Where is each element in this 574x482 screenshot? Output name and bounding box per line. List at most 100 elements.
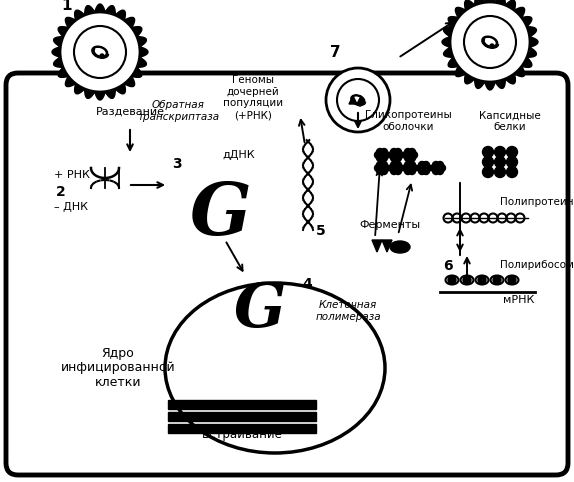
Text: 7: 7 <box>329 45 340 60</box>
Circle shape <box>451 3 529 81</box>
Circle shape <box>410 164 417 172</box>
Circle shape <box>409 161 416 169</box>
Circle shape <box>422 168 429 174</box>
Text: 4: 4 <box>302 277 312 291</box>
Circle shape <box>494 147 506 158</box>
Text: Раздевание: Раздевание <box>95 107 165 117</box>
Circle shape <box>494 166 506 177</box>
Circle shape <box>493 276 501 284</box>
Polygon shape <box>52 4 148 100</box>
Text: 3: 3 <box>172 157 181 171</box>
Circle shape <box>494 157 506 168</box>
Circle shape <box>409 148 416 156</box>
Circle shape <box>506 157 518 168</box>
Circle shape <box>394 168 401 174</box>
Text: Гликопротеины
оболочки: Гликопротеины оболочки <box>364 110 451 132</box>
Circle shape <box>374 151 382 159</box>
Text: Ядро
инфицированной
клетки: Ядро инфицированной клетки <box>61 347 175 389</box>
Circle shape <box>381 161 387 169</box>
Circle shape <box>390 168 398 174</box>
Circle shape <box>378 151 386 159</box>
Text: 1: 1 <box>62 0 72 13</box>
Circle shape <box>389 151 395 159</box>
Circle shape <box>397 164 404 172</box>
Polygon shape <box>382 240 392 252</box>
Text: – ДНК: – ДНК <box>54 202 88 212</box>
Text: Ферменты: Ферменты <box>359 220 421 230</box>
Circle shape <box>439 164 445 172</box>
Circle shape <box>436 161 444 169</box>
Circle shape <box>478 276 486 284</box>
Polygon shape <box>357 96 365 104</box>
Circle shape <box>405 155 412 161</box>
Circle shape <box>377 168 383 174</box>
Circle shape <box>490 44 494 48</box>
Circle shape <box>448 276 456 284</box>
Circle shape <box>406 164 413 172</box>
Circle shape <box>435 164 441 172</box>
Circle shape <box>483 166 494 177</box>
Circle shape <box>390 148 398 156</box>
FancyBboxPatch shape <box>6 73 568 475</box>
Text: 6: 6 <box>443 259 453 273</box>
Bar <box>168 400 316 409</box>
Polygon shape <box>349 96 357 104</box>
Circle shape <box>409 168 416 174</box>
Circle shape <box>394 155 401 161</box>
Circle shape <box>410 151 417 159</box>
Text: Полирибосома: Полирибосома <box>500 260 574 270</box>
Circle shape <box>483 157 494 168</box>
Circle shape <box>382 151 390 159</box>
Text: + РНК: + РНК <box>54 170 90 180</box>
Circle shape <box>378 164 386 172</box>
Circle shape <box>390 155 398 161</box>
Circle shape <box>402 151 409 159</box>
Circle shape <box>389 164 395 172</box>
Circle shape <box>381 148 387 156</box>
Circle shape <box>405 161 412 169</box>
Circle shape <box>405 148 412 156</box>
Circle shape <box>422 161 429 169</box>
Circle shape <box>394 148 401 156</box>
Circle shape <box>100 54 104 58</box>
Text: Полипротеин: Полипротеин <box>500 197 573 207</box>
Circle shape <box>418 168 425 174</box>
Circle shape <box>390 161 398 169</box>
Text: Обратная
транскриптаза: Обратная транскриптаза <box>137 100 219 122</box>
Text: Клеточная
полимераза: Клеточная полимераза <box>315 300 381 322</box>
Circle shape <box>425 164 432 172</box>
Bar <box>168 412 316 421</box>
Circle shape <box>397 151 404 159</box>
Circle shape <box>436 168 444 174</box>
Circle shape <box>418 161 425 169</box>
Circle shape <box>417 164 424 172</box>
Circle shape <box>382 164 390 172</box>
Polygon shape <box>442 0 538 90</box>
Circle shape <box>358 102 362 106</box>
Text: Капсидные
белки: Капсидные белки <box>479 110 541 132</box>
Text: Геномы
дочерней
популяции
(+РНК): Геномы дочерней популяции (+РНК) <box>223 75 283 120</box>
Ellipse shape <box>390 241 410 253</box>
Circle shape <box>409 155 416 161</box>
Circle shape <box>506 147 518 158</box>
Circle shape <box>394 161 401 169</box>
Circle shape <box>508 276 516 284</box>
Circle shape <box>377 161 383 169</box>
Circle shape <box>406 151 413 159</box>
Circle shape <box>61 13 139 91</box>
Bar <box>168 424 316 433</box>
Circle shape <box>326 68 390 132</box>
Circle shape <box>377 155 383 161</box>
Circle shape <box>374 164 382 172</box>
Text: мРНК: мРНК <box>503 295 534 305</box>
Text: Встраивание: Встраивание <box>201 428 282 441</box>
Circle shape <box>421 164 428 172</box>
Circle shape <box>393 151 400 159</box>
Circle shape <box>381 168 387 174</box>
Circle shape <box>483 147 494 158</box>
Text: дДНК: дДНК <box>222 150 255 160</box>
Circle shape <box>432 161 440 169</box>
Circle shape <box>432 168 440 174</box>
Circle shape <box>377 148 383 156</box>
Polygon shape <box>372 240 382 252</box>
